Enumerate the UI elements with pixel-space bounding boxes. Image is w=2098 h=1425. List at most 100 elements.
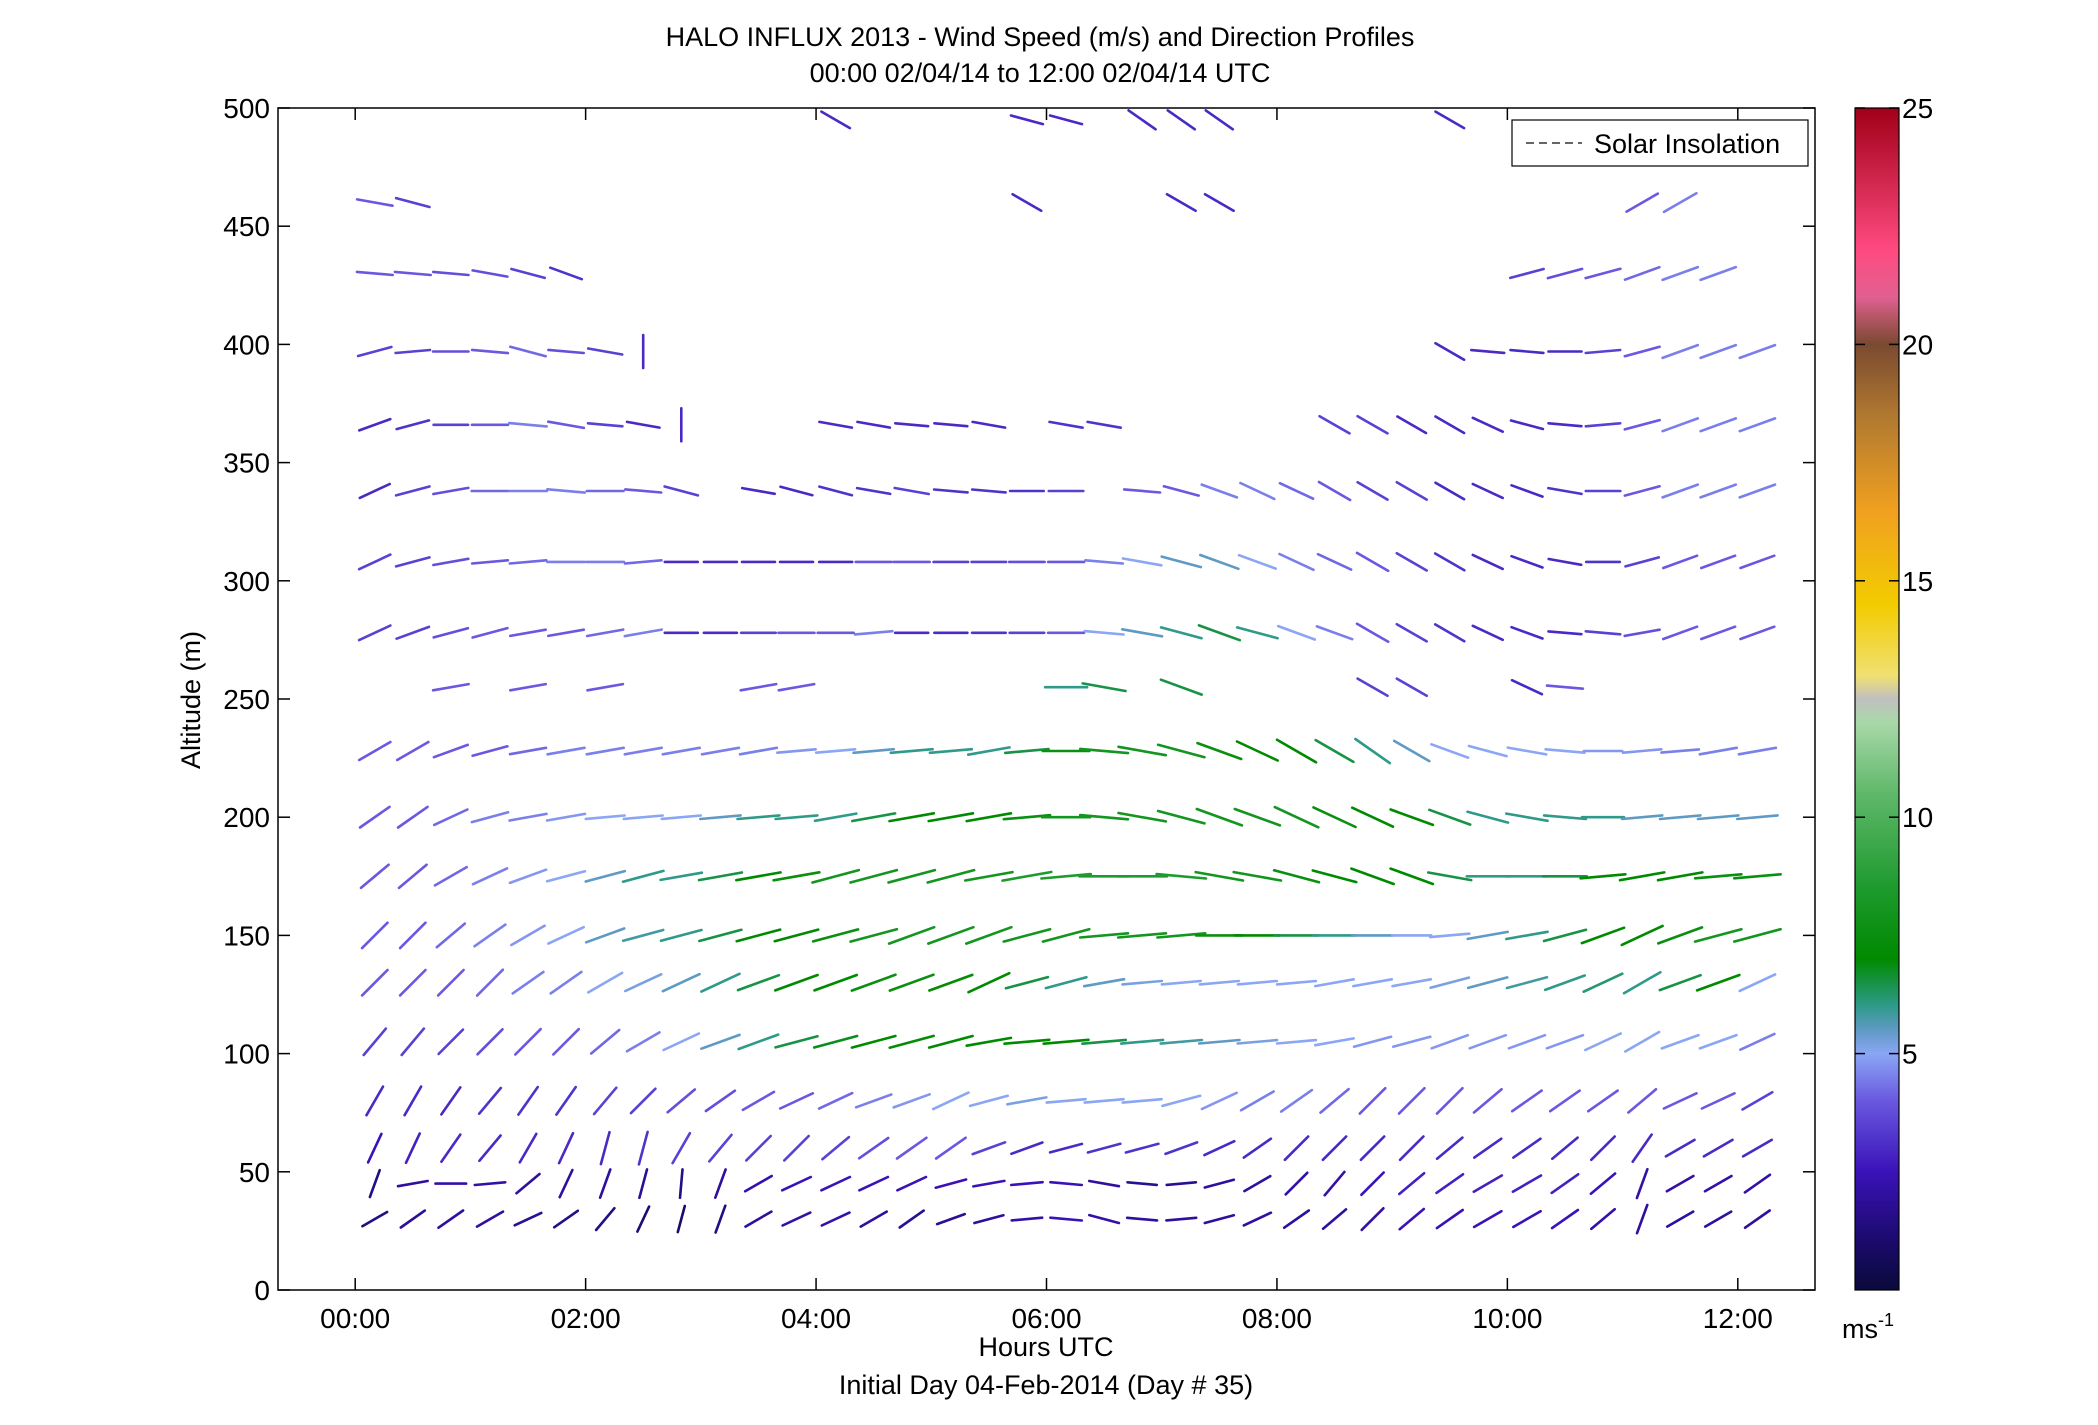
wind-barb xyxy=(1700,625,1737,641)
wind-barb xyxy=(362,1027,388,1057)
wind-barb xyxy=(1665,1210,1695,1228)
wind-barb xyxy=(1702,1138,1734,1158)
y-tick-label: 50 xyxy=(239,1157,270,1188)
wind-barb xyxy=(1661,417,1700,433)
wind-barb xyxy=(508,558,548,565)
wind-barb xyxy=(513,1027,543,1056)
wind-barb xyxy=(1550,1173,1580,1195)
wind-barb xyxy=(360,968,389,997)
wind-barb xyxy=(1203,1139,1236,1157)
wind-barb xyxy=(662,1032,701,1052)
wind-barb xyxy=(814,747,857,755)
wind-barb xyxy=(818,485,854,497)
wind-barb xyxy=(1009,114,1045,126)
wind-barb xyxy=(1623,345,1661,358)
wind-barb xyxy=(1004,975,1050,990)
wind-barb xyxy=(1396,415,1428,435)
wind-barb xyxy=(517,1085,540,1116)
wind-barb xyxy=(663,485,700,497)
wind-barb xyxy=(1049,1180,1084,1187)
wind-barb xyxy=(470,348,510,355)
wind-barb xyxy=(1542,814,1588,821)
wind-barb xyxy=(1398,1171,1426,1196)
wind-barb xyxy=(431,270,470,277)
wind-barb xyxy=(356,345,393,358)
wind-barb xyxy=(931,1091,970,1111)
wind-barb xyxy=(1621,747,1663,755)
wind-barb xyxy=(740,486,777,496)
wind-barb xyxy=(1743,1173,1772,1194)
wind-barb xyxy=(1314,738,1355,764)
wind-barb xyxy=(935,1212,967,1226)
wind-barb xyxy=(1360,1171,1385,1197)
wind-barb xyxy=(736,814,781,821)
wind-barb xyxy=(513,1211,543,1227)
wind-barb xyxy=(638,1168,649,1200)
wind-barb xyxy=(820,110,852,130)
wind-barb xyxy=(586,421,624,428)
wind-barb xyxy=(1550,1208,1580,1230)
wind-barb xyxy=(1011,193,1043,213)
wind-barb xyxy=(1467,744,1508,758)
wind-barb xyxy=(394,485,431,497)
wind-barb xyxy=(779,485,814,497)
wind-barb xyxy=(621,869,665,884)
wind-barb xyxy=(678,1168,684,1200)
wind-barb xyxy=(734,871,782,882)
wind-barb xyxy=(1200,1091,1238,1111)
wind-barb xyxy=(1435,1136,1464,1161)
wind-barb xyxy=(508,868,548,885)
wind-barb xyxy=(403,1085,423,1117)
wind-barb xyxy=(972,1179,1006,1188)
wind-barb xyxy=(471,269,509,278)
wind-barb xyxy=(1699,343,1738,360)
wind-barb xyxy=(1703,1210,1733,1228)
wind-barb xyxy=(395,740,430,762)
wind-barb xyxy=(394,196,431,209)
wind-barb xyxy=(1624,1030,1661,1053)
wind-barb xyxy=(895,1136,928,1160)
wind-barb xyxy=(476,1028,504,1056)
wind-barb xyxy=(1196,741,1243,761)
wind-barb xyxy=(1434,481,1466,501)
wind-barb xyxy=(739,682,778,692)
wind-barb xyxy=(820,1211,851,1227)
wind-barb xyxy=(1040,872,1092,880)
wind-barb xyxy=(1321,1208,1348,1230)
wind-barb xyxy=(1468,1033,1508,1050)
wind-barb xyxy=(859,1210,889,1228)
wind-barb xyxy=(585,628,625,638)
wind-barb xyxy=(393,270,433,277)
wind-barb xyxy=(1081,1038,1128,1045)
wind-barb xyxy=(546,628,586,638)
wind-barb xyxy=(1237,553,1277,570)
wind-barb xyxy=(1395,677,1428,698)
wind-barb xyxy=(774,1034,819,1049)
wind-barb xyxy=(1284,1171,1309,1196)
wind-barb xyxy=(1699,265,1738,282)
wind-barb xyxy=(1165,1216,1198,1222)
x-tick-label: 12:00 xyxy=(1703,1303,1773,1334)
wind-barb xyxy=(887,868,937,884)
wind-barb xyxy=(698,814,742,821)
y-tick-label: 250 xyxy=(223,684,270,715)
wind-barb xyxy=(1656,871,1704,882)
wind-barb xyxy=(1693,872,1743,880)
wind-barb xyxy=(1623,628,1661,638)
wind-barb xyxy=(510,924,546,947)
wind-barb xyxy=(1660,748,1701,754)
wind-barb xyxy=(697,871,744,882)
legend-entry-solar-insolation: Solar Insolation xyxy=(1594,129,1780,159)
x-tick-label: 02:00 xyxy=(551,1303,621,1334)
wind-barb xyxy=(1661,483,1700,499)
wind-barb xyxy=(707,1133,733,1163)
wind-barb xyxy=(893,421,930,428)
wind-barb xyxy=(623,972,663,993)
wind-barb xyxy=(1429,976,1471,990)
wind-barb xyxy=(1279,1088,1314,1113)
wind-barb xyxy=(928,973,974,992)
wind-barb xyxy=(1472,1209,1503,1229)
wind-barb xyxy=(737,1033,780,1051)
wind-barb xyxy=(1275,979,1318,986)
wind-barb xyxy=(1232,870,1283,882)
